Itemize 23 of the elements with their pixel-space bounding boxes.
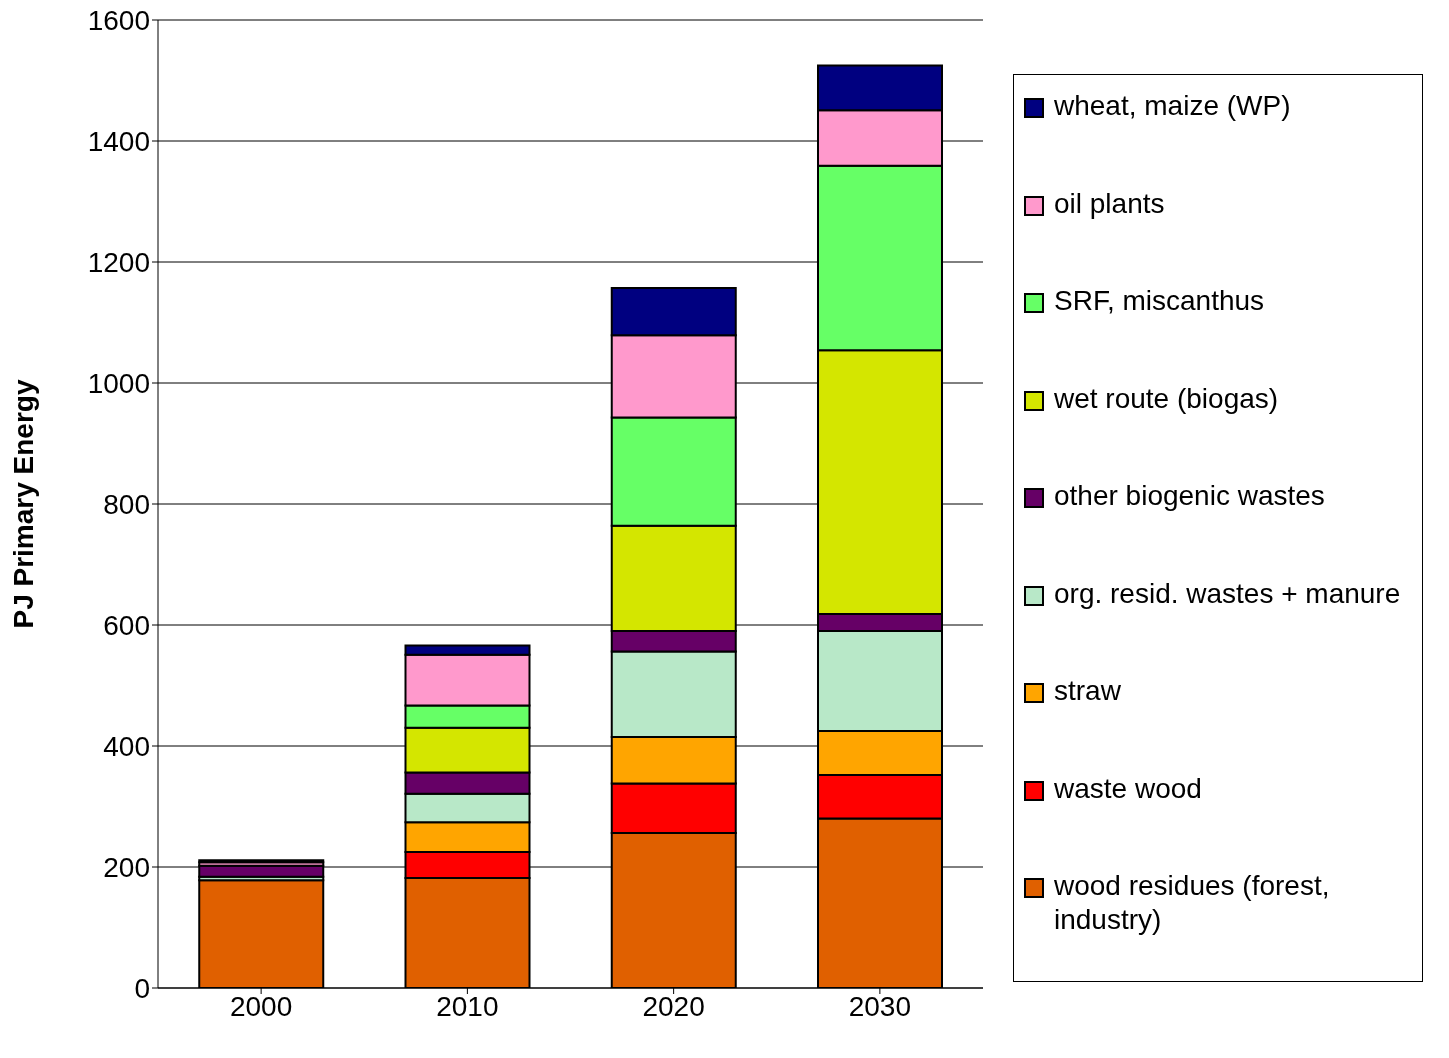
x-tick-label: 2000 <box>229 990 293 1022</box>
legend-label: oil plants <box>1054 186 1165 221</box>
legend-label: other biogenic wastes <box>1054 479 1325 514</box>
legend-label: wet route (biogas) <box>1054 381 1279 416</box>
legend-label: SRF, miscanthus <box>1054 284 1265 319</box>
y-tick-label: 800 <box>103 488 150 520</box>
legend-label: wheat, maize (WP) <box>1054 89 1291 124</box>
y-tick-label: 1000 <box>87 367 150 399</box>
legend-label: org. resid. wastes + manure <box>1054 576 1401 611</box>
y-tick-label: 200 <box>103 851 150 883</box>
y-tick-label: 600 <box>103 609 150 641</box>
y-tick-label: 0 <box>134 972 150 1004</box>
x-tick-label: 2020 <box>642 990 705 1022</box>
y-tick-label: 1600 <box>87 4 150 36</box>
legend-label: straw <box>1054 674 1121 709</box>
legend-label: waste wood <box>1054 771 1202 806</box>
y-tick-label: 400 <box>103 730 150 762</box>
x-tick-label: 2010 <box>436 990 499 1022</box>
legend-label: wood residues (forest, industry) <box>1054 869 1331 938</box>
y-tick-label: 1400 <box>87 125 150 157</box>
y-tick-label: 1200 <box>87 246 150 278</box>
y-axis-title: PJ Primary Energy <box>7 379 39 629</box>
x-tick-label: 2030 <box>848 990 912 1022</box>
